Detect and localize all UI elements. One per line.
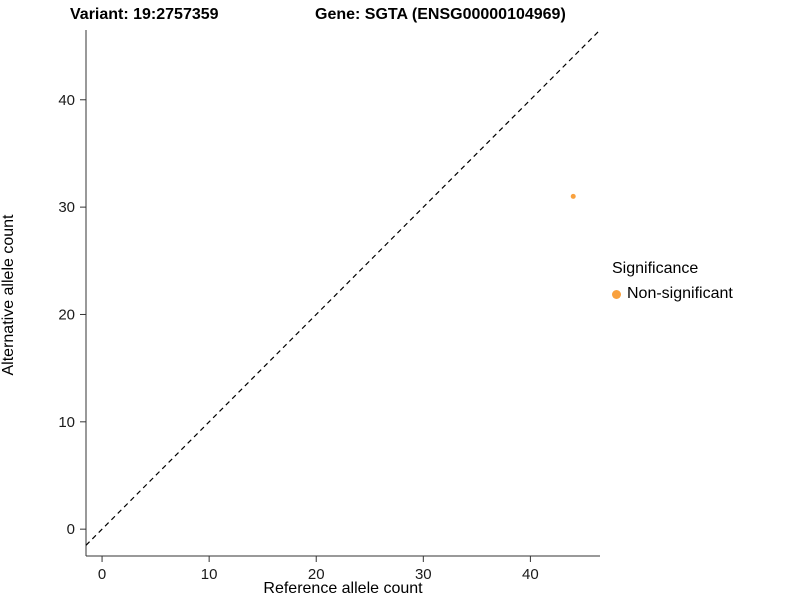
y-tick-label: 20 (58, 306, 75, 323)
legend: Significance Non-significant (612, 260, 733, 303)
data-point (570, 193, 576, 199)
legend-item: Non-significant (612, 285, 733, 303)
variant-title: Variant: 19:2757359 (70, 6, 219, 23)
y-tick-label: 30 (58, 199, 75, 216)
x-tick-label: 30 (415, 566, 432, 583)
legend-item-label: Non-significant (627, 285, 733, 302)
x-tick-label: 10 (201, 566, 218, 583)
x-axis-label: Reference allele count (263, 580, 423, 597)
gene-title: Gene: SGTA (ENSG00000104969) (315, 6, 566, 23)
x-tick-label: 20 (308, 566, 325, 583)
y-axis-label: Alternative allele count (0, 214, 17, 376)
x-tick-label: 40 (522, 566, 539, 583)
y-tick-label: 10 (58, 414, 75, 431)
y-tick-label: 40 (58, 92, 75, 109)
identity-reference-line (85, 29, 601, 546)
legend-point-icon (612, 289, 621, 299)
x-tick-label: 0 (98, 566, 106, 583)
y-tick-label: 0 (67, 521, 75, 538)
legend-title: Significance (612, 260, 699, 277)
